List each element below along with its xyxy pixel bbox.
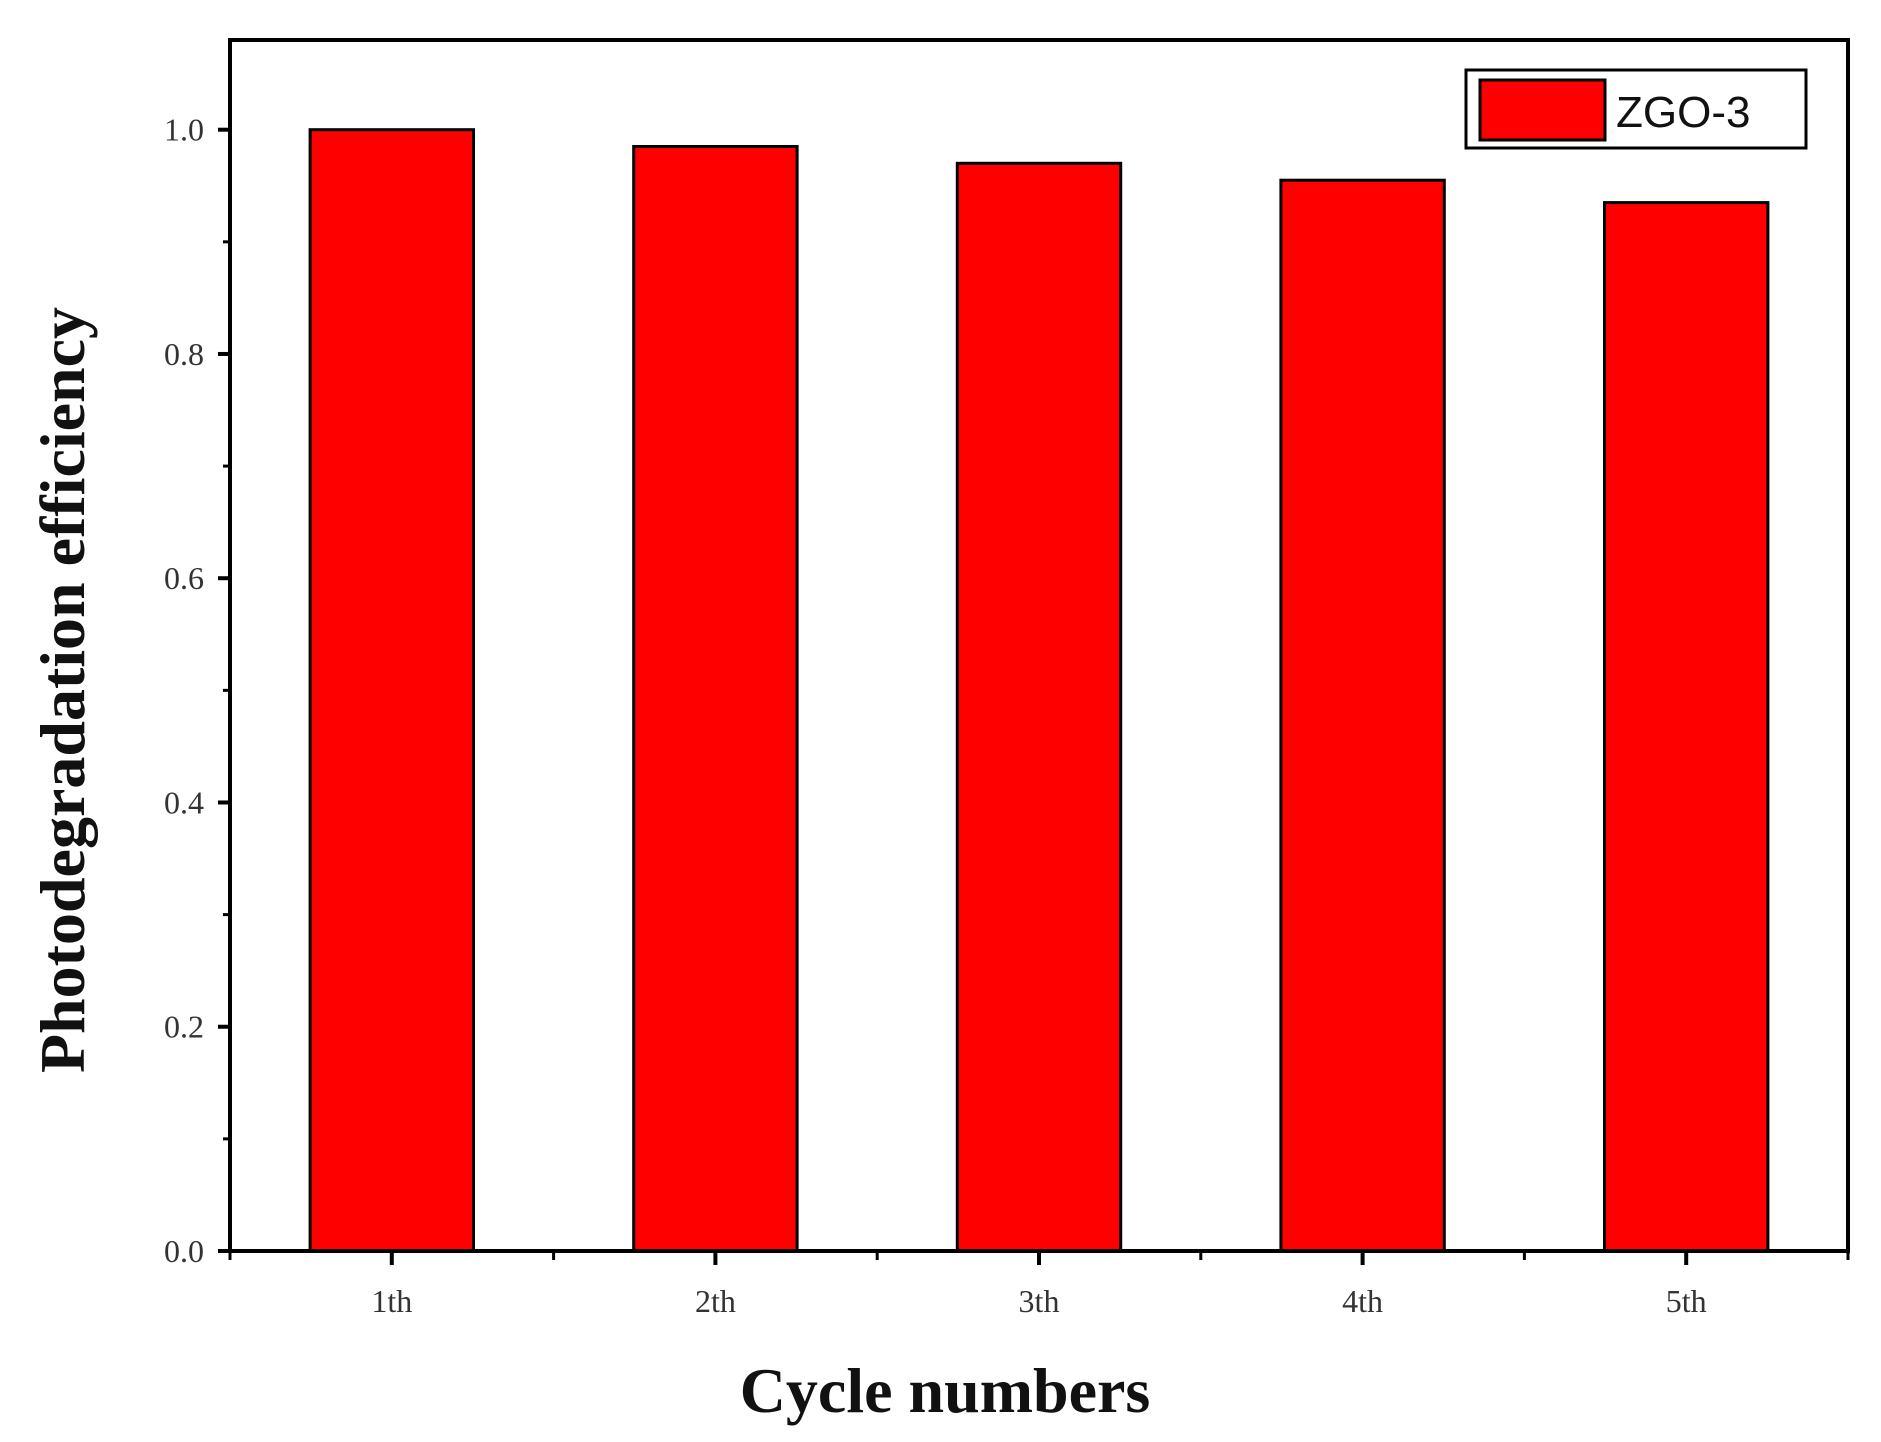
bar-5th (1603, 201, 1770, 1253)
x-tick-label: 2th (695, 1283, 736, 1319)
bar-2th (632, 145, 799, 1253)
x-tick-label: 1th (371, 1283, 412, 1319)
bar-4th (1279, 178, 1446, 1253)
x-tick-label: 4th (1342, 1283, 1383, 1319)
x-axis-title: Cycle numbers (740, 1355, 1151, 1426)
y-tick-label: 0.4 (164, 784, 204, 820)
x-tick-label: 5th (1666, 1283, 1707, 1319)
labels-layer: 0.0 0.2 0.4 0.6 0.8 1.0 1th 2th 3th 4th 5th (164, 112, 1707, 1319)
legend: ZGO-3 (1464, 68, 1808, 150)
bar-3th (955, 161, 1123, 1253)
y-tick-label: 1.0 (164, 112, 204, 148)
y-tick-label: 0.6 (164, 560, 204, 596)
bar-1th (308, 128, 475, 1253)
y-tick-label: 0.0 (164, 1233, 204, 1269)
legend-label: ZGO-3 (1616, 88, 1750, 137)
y-tick-label: 0.2 (164, 1009, 204, 1045)
y-axis-title: Photodegradation efficiency (27, 307, 98, 1073)
plot-frame (228, 38, 1850, 1253)
x-tick-label: 3th (1019, 1283, 1060, 1319)
bars-layer (308, 128, 1770, 1253)
legend-swatch (1478, 78, 1607, 142)
y-tick-label: 0.8 (164, 336, 204, 372)
